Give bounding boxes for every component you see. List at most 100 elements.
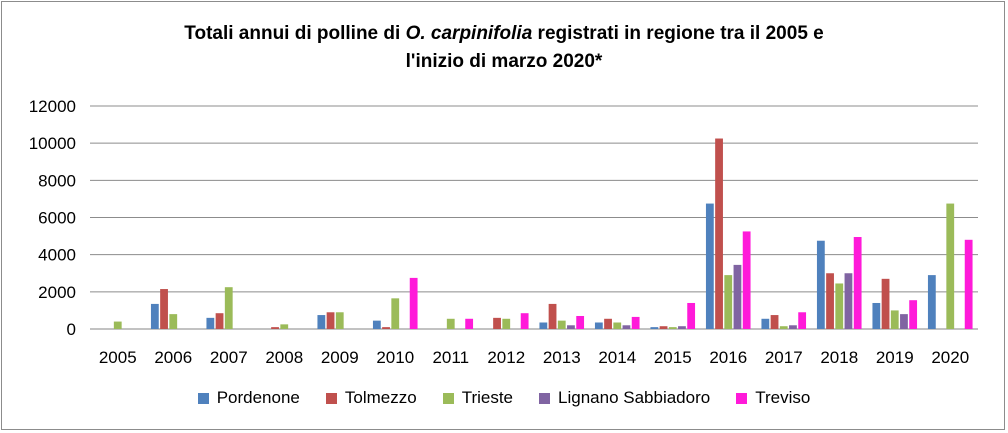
legend-label: Tolmezzo — [344, 388, 417, 407]
x-tick-label: 2007 — [210, 348, 248, 367]
legend-swatch — [197, 392, 209, 404]
title-italic: O. carpinifolia — [405, 23, 533, 44]
x-tick-label: 2016 — [709, 348, 747, 367]
bar-treviso — [465, 318, 474, 329]
legend-swatch — [736, 392, 748, 404]
bar-treviso — [853, 237, 862, 329]
title-pre: Totali annui di polline di — [184, 23, 406, 44]
x-tick-label: 2020 — [931, 348, 969, 367]
legend-item: Tolmezzo — [325, 388, 417, 408]
bar-pordenone — [650, 327, 659, 329]
legend-item: Treviso — [736, 388, 810, 408]
legend-item: Trieste — [442, 388, 514, 408]
bar-trieste — [446, 318, 455, 329]
bar-tolmezzo — [215, 313, 224, 329]
bar-tolmezzo — [604, 318, 612, 329]
y-tick-label: 10000 — [29, 134, 76, 153]
bar-tolmezzo — [715, 138, 723, 329]
bar-trieste — [613, 322, 622, 329]
title-post: registrati in regione tra il 2005 e — [532, 23, 824, 44]
x-tick-label: 2014 — [598, 348, 636, 367]
bar-lignano-sabbiadoro — [622, 325, 631, 329]
bar-tolmezzo — [271, 327, 279, 329]
bar-trieste — [890, 310, 899, 329]
bar-lignano-sabbiadoro — [678, 326, 686, 329]
legend-label: Pordenone — [216, 388, 300, 407]
chart-title-line1: Totali annui di polline di O. carpinifol… — [0, 20, 1008, 48]
bar-pordenone — [372, 320, 381, 329]
bar-lignano-sabbiadoro — [567, 325, 575, 329]
bar-pordenone — [594, 322, 603, 329]
bar-trieste — [668, 327, 677, 329]
bar-trieste — [224, 287, 233, 329]
bar-trieste — [946, 203, 955, 329]
x-tick-label: 2018 — [820, 348, 858, 367]
bar-treviso — [520, 313, 529, 329]
y-tick-label: 0 — [67, 320, 76, 339]
x-tick-label: 2019 — [876, 348, 914, 367]
x-tick-label: 2010 — [376, 348, 414, 367]
bar-pordenone — [539, 322, 548, 329]
bar-trieste — [113, 321, 122, 329]
y-tick-label: 12000 — [29, 97, 76, 116]
legend-label: Treviso — [755, 388, 811, 407]
y-tick-label: 4000 — [38, 246, 76, 265]
bar-tolmezzo — [881, 278, 890, 329]
bar-trieste — [724, 275, 733, 329]
bar-treviso — [631, 316, 640, 329]
bar-pordenone — [816, 240, 825, 329]
bar-tolmezzo — [382, 327, 390, 329]
x-tick-label: 2012 — [487, 348, 525, 367]
bar-treviso — [909, 300, 918, 329]
chart-title: Totali annui di polline di O. carpinifol… — [0, 20, 1008, 76]
legend-label: Trieste — [461, 388, 514, 407]
bar-trieste — [502, 318, 511, 329]
bar-treviso — [742, 231, 751, 329]
bar-pordenone — [206, 317, 215, 329]
bar-trieste — [391, 298, 400, 329]
x-tick-label: 2005 — [99, 348, 137, 367]
bar-trieste — [835, 283, 844, 329]
bar-pordenone — [872, 302, 881, 329]
legend: Pordenone Tolmezzo Trieste Lignano Sabbiado… — [0, 388, 1008, 408]
bar-treviso — [798, 312, 807, 329]
bar-tolmezzo — [659, 326, 668, 329]
bar-pordenone — [761, 318, 770, 329]
bar-treviso — [576, 315, 585, 329]
bar-tolmezzo — [548, 303, 557, 329]
bar-treviso — [964, 239, 973, 329]
bar-lignano-sabbiadoro — [733, 264, 742, 329]
bar-pordenone — [150, 303, 159, 329]
x-tick-label: 2015 — [654, 348, 692, 367]
legend-item: Pordenone — [197, 388, 300, 408]
x-tick-label: 2017 — [765, 348, 803, 367]
chart-title-line2: l'inizio di marzo 2020* — [405, 51, 603, 72]
y-tick-label: 8000 — [38, 171, 76, 190]
y-tick-label: 2000 — [38, 283, 76, 302]
bar-pordenone — [927, 275, 936, 329]
bar-lignano-sabbiadoro — [789, 325, 797, 329]
legend-item: Lignano Sabbiadoro — [539, 388, 710, 408]
x-tick-label: 2011 — [432, 348, 469, 367]
bar-trieste — [779, 326, 788, 329]
bar-lignano-sabbiadoro — [900, 314, 908, 329]
bar-trieste — [557, 320, 566, 329]
bar-treviso — [409, 277, 418, 329]
bar-tolmezzo — [826, 273, 834, 329]
x-tick-label: 2008 — [265, 348, 303, 367]
bar-trieste — [280, 324, 289, 329]
bar-trieste — [169, 314, 178, 329]
bar-pordenone — [705, 203, 714, 329]
legend-swatch — [442, 392, 454, 404]
bar-trieste — [335, 312, 344, 329]
legend-swatch — [325, 392, 337, 404]
x-tick-label: 2006 — [154, 348, 192, 367]
bar-tolmezzo — [493, 317, 501, 329]
legend-label: Lignano Sabbiadoro — [558, 388, 711, 407]
bar-tolmezzo — [326, 312, 335, 329]
y-tick-label: 6000 — [38, 209, 76, 228]
x-tick-label: 2009 — [321, 348, 359, 367]
bar-tolmezzo — [160, 289, 168, 329]
bar-tolmezzo — [770, 315, 779, 329]
